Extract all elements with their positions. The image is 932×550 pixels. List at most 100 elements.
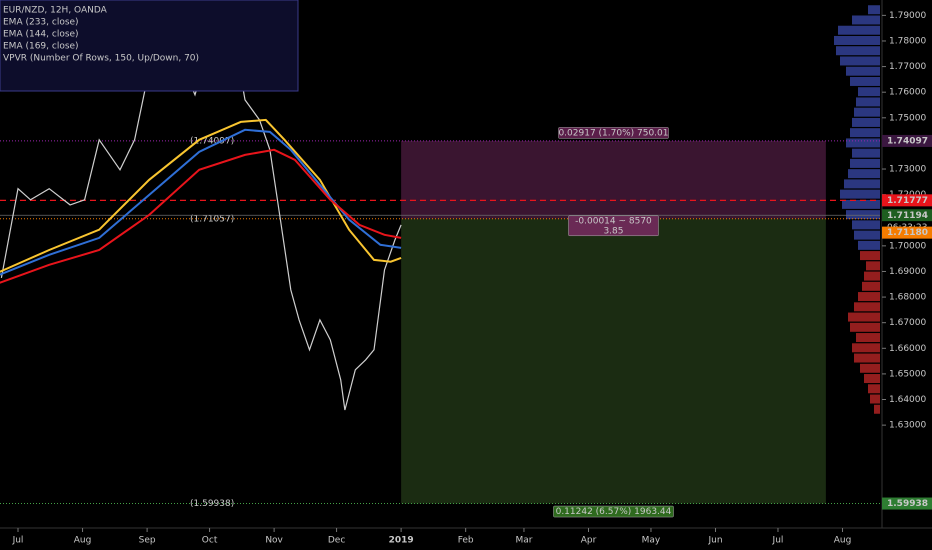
x-tick-label: Nov	[265, 536, 283, 546]
volume-bar	[846, 210, 880, 220]
x-tick-label: Dec	[328, 536, 345, 546]
price-tag-label: 1.71194	[887, 211, 928, 221]
volume-bar	[856, 333, 880, 343]
legend-box	[0, 0, 299, 92]
volume-bar	[860, 363, 880, 373]
volume-bar	[852, 117, 880, 127]
y-tick-label: 1.75000	[889, 113, 926, 123]
price-tag	[882, 226, 932, 239]
volume-bar	[840, 189, 880, 199]
volume-bar	[862, 281, 880, 291]
volume-bar	[854, 107, 880, 117]
legend-title: EUR/NZD, 12H, OANDA	[3, 6, 108, 16]
volume-bar	[844, 179, 880, 189]
volume-bar	[838, 25, 880, 35]
volume-bar	[864, 271, 880, 281]
y-tick-label: 1.76000	[889, 88, 926, 98]
price-tag-label: 1.59938	[887, 499, 928, 509]
target-price-label: (1.59938)	[190, 499, 234, 509]
target-box	[553, 505, 674, 518]
y-tick-label: 1.66000	[889, 344, 926, 354]
volume-bar	[850, 322, 880, 332]
stop-zone	[401, 140, 826, 219]
x-tick-label: Jul	[772, 536, 784, 546]
volume-bar	[874, 404, 880, 414]
entry-box	[568, 215, 659, 237]
target-text: 0.11242 (6.57%) 1963.44	[556, 507, 672, 517]
legend-indicator: EMA (144, close)	[3, 30, 79, 40]
legend-indicator: EMA (233, close)	[3, 18, 79, 28]
x-tick-label: Jul	[12, 536, 24, 546]
volume-bar	[870, 394, 880, 404]
y-tick-label: 1.70000	[889, 241, 926, 251]
price-tag	[882, 134, 932, 147]
volume-bar	[854, 353, 880, 363]
y-tick-label: 1.69000	[889, 267, 926, 277]
x-tick-label: Oct	[202, 536, 218, 546]
x-tick-label: Feb	[458, 536, 474, 546]
volume-bar	[856, 97, 880, 107]
volume-bar	[850, 128, 880, 138]
stop-text: 0.02917 (1.70%) 750.01	[558, 128, 668, 138]
volume-bar	[852, 343, 880, 353]
legend-indicator: VPVR (Number Of Rows, 150, Up/Down, 70)	[3, 54, 199, 64]
entry-text: -0.00014 ~ 8570	[575, 216, 652, 226]
y-tick-label: 1.79000	[889, 11, 926, 21]
y-tick-label: 1.64000	[889, 395, 926, 405]
x-tick-label: May	[642, 536, 661, 546]
y-tick-label: 1.78000	[889, 36, 926, 46]
volume-bar	[852, 15, 880, 25]
volume-bar	[840, 56, 880, 66]
entry-price-label: (1.71057)	[190, 214, 234, 224]
volume-bar	[860, 251, 880, 261]
entry-text2: 3.85	[603, 226, 623, 236]
volume-bar	[850, 158, 880, 168]
x-tick-label: Aug	[74, 536, 92, 546]
volume-bar	[858, 292, 880, 302]
volume-bar	[868, 5, 880, 15]
x-tick-label: 2019	[389, 536, 414, 546]
volume-bar	[836, 46, 880, 56]
legend-indicator: EMA (169, close)	[3, 42, 79, 52]
volume-bar	[842, 199, 880, 209]
stop-box	[558, 127, 669, 139]
volume-bar	[848, 169, 880, 179]
x-tick-label: Sep	[139, 536, 156, 546]
y-tick-label: 1.77000	[889, 62, 926, 72]
volume-bar	[850, 76, 880, 86]
price-tag-label: 1.71180	[887, 228, 928, 238]
x-tick-label: Apr	[581, 536, 597, 546]
volume-bar	[834, 35, 880, 45]
y-tick-label: 1.63000	[889, 421, 926, 431]
volume-bar	[854, 230, 880, 240]
volume-bar	[858, 240, 880, 250]
volume-bar	[858, 87, 880, 97]
volume-bar	[866, 261, 880, 271]
x-tick-label: Mar	[515, 536, 532, 546]
x-tick-label: Aug	[834, 536, 852, 546]
volume-bar	[846, 66, 880, 76]
stop-price-label: (1.74097)	[190, 136, 234, 146]
price-line-series	[0, 18, 402, 411]
y-tick-label: 1.68000	[889, 293, 926, 303]
y-tick-label: 1.67000	[889, 318, 926, 328]
ema-line	[0, 118, 402, 273]
y-tick-label: 1.73000	[889, 165, 926, 175]
volume-bar	[864, 374, 880, 384]
ema-line	[0, 128, 402, 276]
price-tag-label: 1.71777	[887, 196, 928, 206]
price-tag	[882, 497, 932, 510]
volume-bar	[848, 312, 880, 322]
price-tag	[882, 194, 932, 207]
y-tick-label: 1.65000	[889, 369, 926, 379]
volume-bar	[852, 148, 880, 158]
price-tag	[882, 209, 932, 222]
volume-bar	[846, 138, 880, 148]
volume-bar	[854, 302, 880, 312]
target-zone	[401, 218, 826, 504]
x-tick-label: Jun	[707, 536, 722, 546]
price-tag-label: 1.74097	[887, 136, 928, 146]
volume-bar	[852, 220, 880, 230]
volume-bar	[868, 384, 880, 394]
